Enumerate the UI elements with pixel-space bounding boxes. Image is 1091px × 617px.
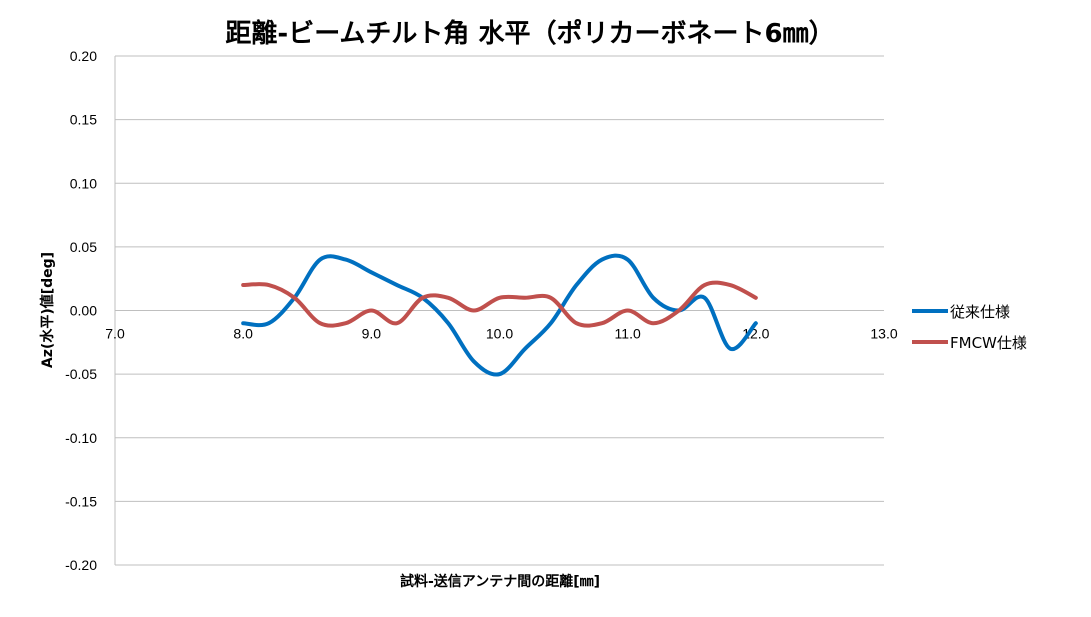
x-tick-label: 7.0 [105, 326, 125, 342]
x-tick-labels: 7.0 8.0 9.0 10.0 11.0 12.0 13.0 [105, 326, 898, 342]
y-tick-label: 0.15 [70, 112, 97, 128]
y-tick-label: -0.05 [65, 366, 97, 382]
y-tick-label: 0.10 [70, 175, 97, 191]
legend-label-0: 従来仕様 [950, 303, 1010, 321]
legend-label-1: FMCW仕様 [950, 334, 1027, 352]
y-tick-label: 0.00 [70, 303, 97, 319]
y-tick-labels: 0.20 0.15 0.10 0.05 0.00 -0.05 -0.10 -0.15 -0.20 [65, 48, 97, 573]
y-axis-label: Az(水平)値[deg] [39, 252, 56, 368]
y-tick-label: 0.20 [70, 48, 97, 64]
x-tick-label: 8.0 [233, 326, 253, 342]
y-tick-label: -0.15 [65, 493, 97, 509]
gridlines [114, 55, 884, 566]
x-tick-label: 9.0 [362, 326, 382, 342]
series-lines [241, 253, 758, 377]
x-tick-label: 10.0 [486, 326, 513, 342]
legend: 従来仕様 FMCW仕様 [912, 303, 1027, 352]
series-line-0 [241, 253, 758, 377]
y-tick-label: -0.20 [65, 557, 97, 573]
series-line-1 [241, 280, 758, 328]
chart-title: 距離-ビームチルト角 水平（ポリカーボネート6㎜） [225, 18, 834, 49]
y-tick-label: 0.05 [70, 239, 97, 255]
x-axis-label: 試料-送信アンテナ間の距離[㎜] [400, 573, 600, 590]
x-tick-label: 13.0 [870, 326, 897, 342]
x-tick-label: 11.0 [615, 326, 641, 342]
y-tick-label: -0.10 [65, 430, 97, 446]
